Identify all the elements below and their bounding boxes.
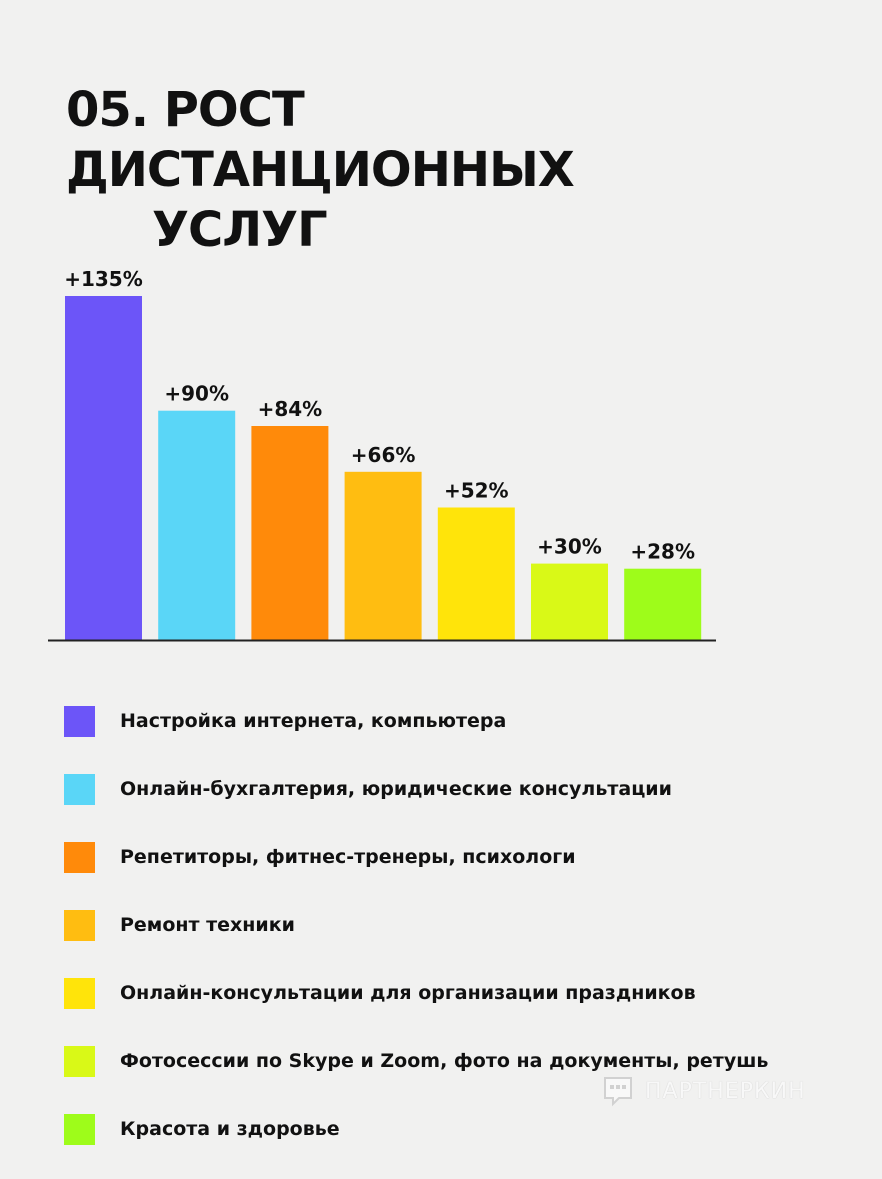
bar-value-label-3: +84% [258,397,323,421]
bar-5 [437,507,515,640]
bar-4 [344,471,422,640]
page-title: 05. РОСТ ДИСТАНЦИОННЫХ УСЛУГ [66,80,826,260]
legend-label: Ремонт техники [120,914,295,936]
bar-6 [531,563,608,640]
bar-value-label-7: +28% [630,540,695,564]
bar-value-label-5: +52% [444,479,509,503]
legend-swatch [64,1114,95,1145]
bar-chart: +135% +90% +84% +66% +52% +30% +28% [48,267,716,642]
legend-swatch [64,706,95,737]
legend-item: Фотосессии по Skype и Zoom, фото на доку… [64,1043,854,1111]
legend-label: Репетиторы, фитнес-тренеры, психологи [120,846,576,868]
partnerkin-logo-icon [604,1077,632,1107]
legend-label: Онлайн-консультации для организации праз… [120,982,696,1004]
legend-swatch [64,978,95,1009]
bar-value-label-1: +135% [64,267,143,291]
legend-item: Репетиторы, фитнес-тренеры, психологи [64,839,854,907]
legend-label: Онлайн-бухгалтерия, юридические консульт… [120,778,672,800]
bar-7 [624,568,702,640]
legend-swatch [64,1046,95,1077]
legend-label: Красота и здоровье [120,1118,340,1140]
legend-label: Настройка интернета, компьютера [120,710,507,732]
legend-swatch [64,774,95,805]
legend-item: Онлайн-консультации для организации праз… [64,975,854,1043]
bar-2 [158,410,236,640]
bar-value-label-2: +90% [164,382,229,406]
chart-legend: Настройка интернета, компьютера Онлайн-бу… [64,703,854,1179]
legend-item: Ремонт техники [64,907,854,975]
legend-item: Настройка интернета, компьютера [64,703,854,771]
title-line-2: УСЛУГ [152,202,328,258]
bar-value-label-6: +30% [537,535,602,559]
watermark: ПАРТНЕРКИН [601,1074,806,1108]
bar-value-label-4: +66% [351,443,416,467]
legend-item: Онлайн-бухгалтерия, юридические консульт… [64,771,854,839]
bar-1 [65,296,142,640]
legend-swatch [64,910,95,941]
watermark-text: ПАРТНЕРКИН [645,1078,806,1104]
legend-label: Фотосессии по Skype и Zoom, фото на доку… [120,1050,769,1072]
bar-3 [251,426,329,640]
legend-item: Красота и здоровье [64,1111,854,1179]
title-line-1: 05. РОСТ ДИСТАНЦИОННЫХ [66,82,575,198]
legend-swatch [64,842,95,873]
